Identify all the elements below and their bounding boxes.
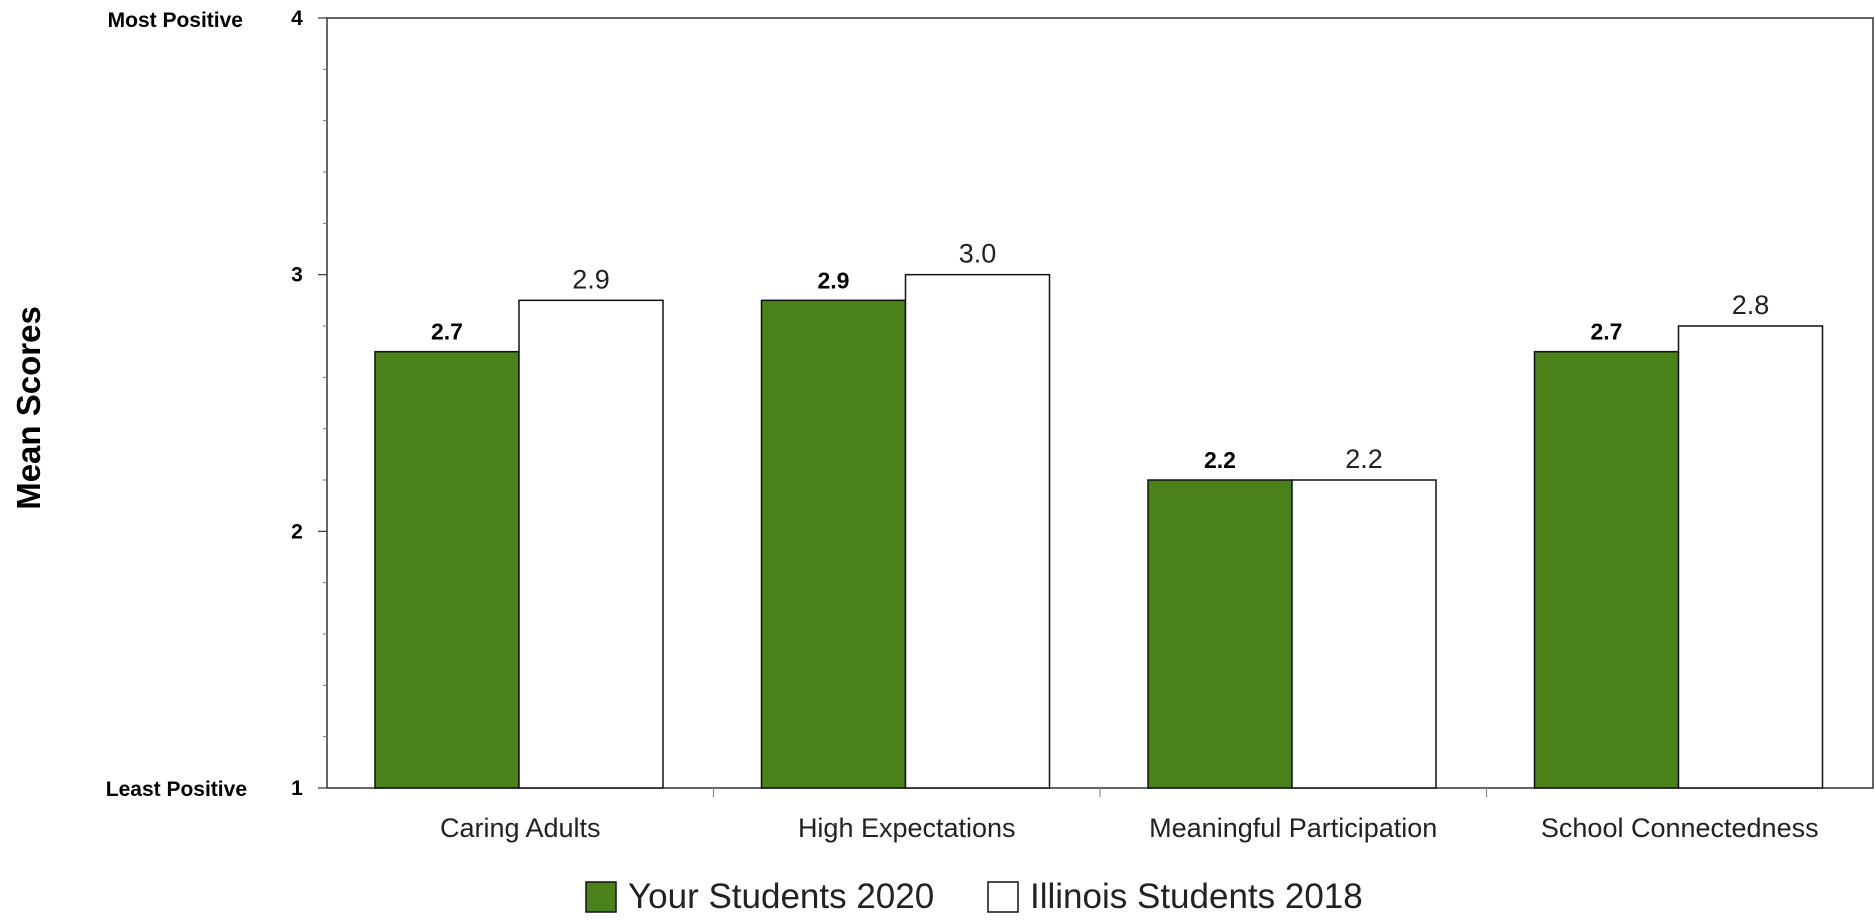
data-label: 2.2 [1204, 447, 1236, 473]
data-label: 2.2 [1345, 444, 1383, 474]
bar [760, 299, 907, 789]
bar [518, 299, 664, 789]
bar [1291, 479, 1437, 789]
data-label: 3.0 [959, 239, 997, 269]
x-tick-label: Caring Adults [440, 813, 601, 843]
legend-swatch [987, 881, 1019, 913]
y-axis-label: Mean Scores [10, 306, 47, 510]
y-tick-label: 1 [291, 777, 303, 800]
legend: Your Students 2020 Illinois Students 2018 [585, 877, 1363, 916]
y-tick-label: 3 [291, 264, 303, 287]
legend-label: Your Students 2020 [628, 877, 934, 916]
bar [1677, 325, 1824, 789]
bar [1533, 350, 1680, 789]
x-tick-label: High Expectations [798, 813, 1016, 843]
x-tick-label: School Connectedness [1541, 813, 1819, 843]
x-tick-label: Meaningful Participation [1149, 813, 1437, 843]
y-tick-label: 4 [291, 7, 303, 30]
y-axis-bottom-label: Least Positive [106, 778, 247, 801]
data-label: 2.8 [1732, 290, 1770, 320]
legend-swatch [585, 881, 617, 913]
data-label: 2.7 [431, 319, 463, 345]
data-label: 2.9 [572, 264, 610, 294]
bar [904, 273, 1051, 789]
bar [374, 350, 520, 789]
data-label: 2.7 [1591, 319, 1623, 345]
legend-label: Illinois Students 2018 [1030, 877, 1363, 916]
y-tick-label: 2 [291, 520, 303, 543]
y-axis-top-label: Most Positive [108, 9, 243, 32]
bar [1147, 479, 1293, 789]
data-label: 2.9 [818, 267, 850, 293]
